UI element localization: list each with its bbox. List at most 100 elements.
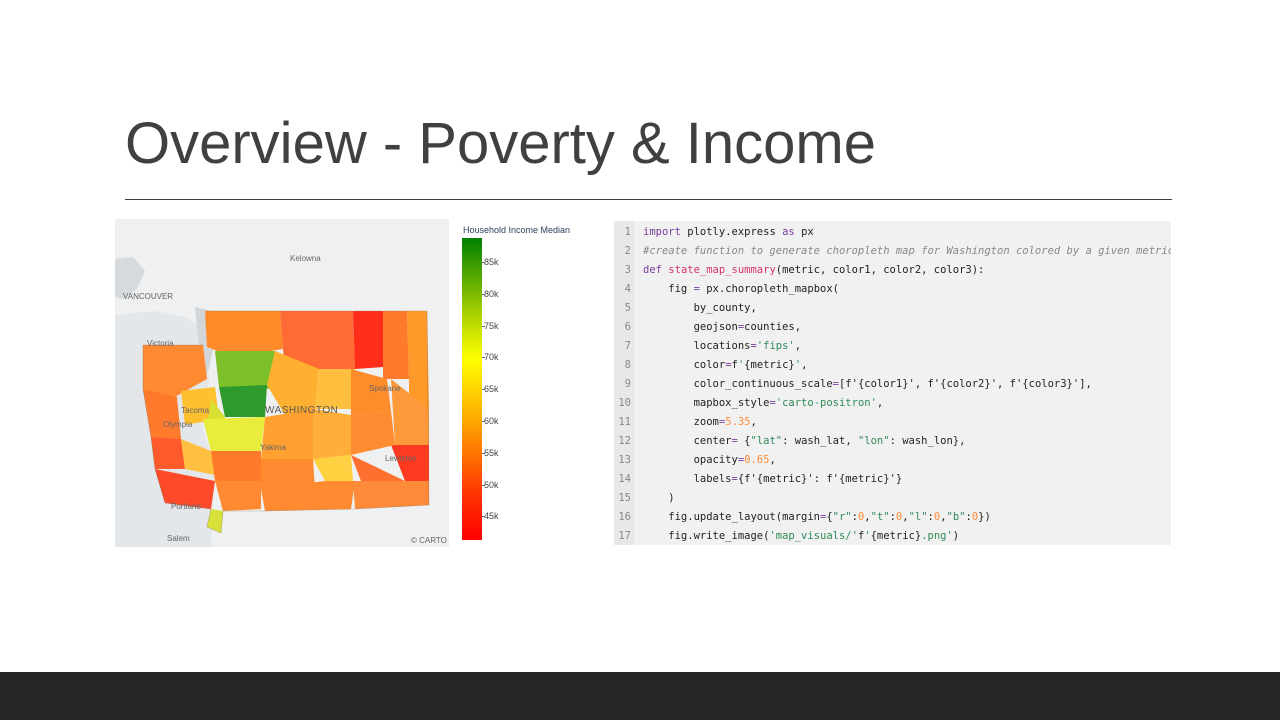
code-token: mapbox_style	[643, 397, 770, 409]
code-token: #create function to generate choropleth …	[643, 245, 1171, 257]
code-token: fig	[643, 283, 694, 295]
line-number: 5	[624, 302, 631, 314]
code-token: plotly.express	[680, 226, 783, 238]
code-token: 5.35	[725, 416, 751, 428]
code-token: ,	[902, 511, 909, 523]
choropleth-map[interactable]: Kelowna VANCOUVER Victoria Tacoma WASHIN…	[115, 219, 449, 547]
code-token: f	[857, 530, 865, 542]
county-okanogan	[280, 311, 355, 369]
code-token: =	[769, 397, 776, 409]
code-token: zoom	[643, 416, 719, 428]
code-line: 5 by_county,	[614, 299, 1171, 318]
county-yakima	[261, 459, 315, 489]
code-token: '	[794, 359, 802, 371]
code-token: :	[851, 511, 858, 523]
county-franklin	[313, 455, 353, 481]
code-token: ,	[940, 511, 947, 523]
county-borders	[142, 310, 430, 534]
code-token: =	[693, 283, 700, 295]
code-token: :	[889, 511, 896, 523]
code-token: 0	[933, 511, 941, 523]
legend-tick: 75k	[482, 320, 499, 331]
code-token: geojson	[643, 321, 738, 333]
county-north-west	[205, 311, 283, 357]
code-line: 1 import plotly.express as px	[614, 223, 1171, 242]
code-token: =	[718, 416, 726, 428]
map-label-spokane: Spokane	[369, 384, 401, 393]
county-king	[219, 385, 267, 417]
code-line: 11 zoom=5.35,	[614, 413, 1171, 432]
code-token: def	[643, 264, 662, 276]
map-label-kelowna: Kelowna	[290, 254, 321, 263]
map-label-vancouver: VANCOUVER	[123, 292, 173, 301]
code-token: =	[725, 359, 732, 371]
county-douglas	[315, 369, 355, 409]
code-token: {metric}	[744, 359, 795, 371]
slide-footer-bar	[0, 672, 1280, 720]
code-token: (metric, color1, color2, color3):	[775, 264, 985, 276]
map-label-salem: Salem	[167, 534, 190, 543]
code-token: 0.65	[744, 454, 770, 466]
code-line: 14 labels={f'{metric}': f'{metric}'}	[614, 470, 1171, 489]
map-label-olympia: Olympia	[163, 420, 193, 429]
code-gutter	[614, 221, 634, 545]
legend-colorbar	[462, 238, 482, 540]
county-ferry	[353, 311, 383, 369]
code-token: )	[643, 492, 675, 504]
code-line: 17 fig.write_image('map_visuals/'f'{metr…	[614, 527, 1171, 545]
code-token: =	[832, 378, 839, 390]
county-snohomish	[215, 351, 277, 389]
code-token: '	[737, 359, 745, 371]
code-token: fig.update_layout(margin	[643, 511, 821, 523]
county-lincoln	[351, 369, 391, 415]
line-number: 3	[624, 264, 631, 276]
code-token: '	[864, 530, 871, 542]
line-number: 13	[618, 454, 631, 466]
code-line: 15 )	[614, 489, 1171, 508]
code-token: 0	[895, 511, 903, 523]
county-lewis	[211, 451, 261, 481]
county-grays-harbor	[143, 389, 181, 439]
code-block[interactable]: 1 import plotly.express as px 2 #create fun…	[614, 221, 1171, 545]
code-token: ,	[801, 359, 808, 371]
county-kittitas	[261, 409, 315, 459]
code-token: 'fips'	[756, 340, 795, 352]
code-token: "lat"	[750, 435, 783, 447]
code-line: 16 fig.update_layout(margin={"r":0,"t":0…	[614, 508, 1171, 527]
code-line: 8 color=f'{metric}',	[614, 356, 1171, 375]
code-token: center	[643, 435, 732, 447]
legend-tick: 70k	[482, 352, 499, 363]
code-token: 'carto-positron'	[775, 397, 877, 409]
line-number: 10	[618, 397, 631, 409]
code-token: :	[927, 511, 934, 523]
line-number: 4	[624, 283, 631, 295]
county-cowlitz	[155, 469, 215, 509]
line-number: 14	[618, 473, 631, 485]
code-token: {f'{metric}': f'{metric}'}	[737, 473, 903, 485]
colorbar-legend: Household Income Median 85k 80k 75k 70k 65k 6…	[460, 219, 610, 549]
map-label-tacoma: Tacoma	[181, 406, 210, 415]
county-whitman	[391, 445, 429, 481]
map-label-washington: WASHINGTON	[265, 405, 338, 416]
county-stevens	[383, 311, 409, 379]
map-svg: Kelowna VANCOUVER Victoria Tacoma WASHIN…	[115, 219, 449, 547]
code-line: 9 color_continuous_scale=[f'{color1}', f…	[614, 375, 1171, 394]
county-pacific	[151, 437, 185, 469]
code-token: ,	[769, 454, 776, 466]
county-grant	[313, 409, 351, 459]
code-token: color	[643, 359, 726, 371]
legend-tick: 85k	[482, 257, 499, 267]
county-columbia	[351, 455, 405, 481]
county-klickitat	[261, 481, 355, 511]
code-token: .png'	[921, 530, 953, 542]
code-token: opacity	[643, 454, 738, 466]
code-token: {metric}	[870, 530, 922, 542]
code-token: ,	[864, 511, 871, 523]
code-token: ,	[876, 397, 884, 409]
code-token: =	[737, 454, 745, 466]
code-token: {	[826, 511, 833, 523]
legend-tick: 50k	[482, 479, 499, 490]
county-garfield	[353, 481, 429, 509]
map-label-portland: Portland	[171, 502, 201, 511]
line-number: 6	[624, 321, 631, 333]
